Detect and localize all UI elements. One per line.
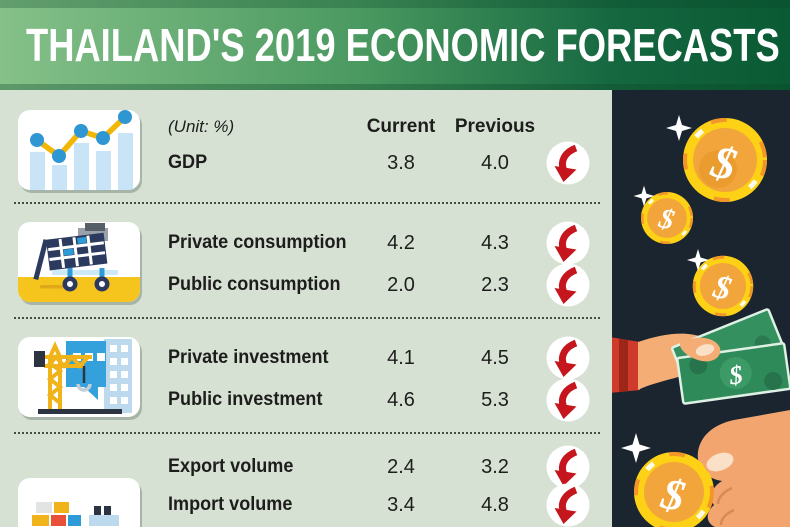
current-value: 3.8 bbox=[387, 151, 415, 174]
cargo-ship-icon bbox=[32, 502, 119, 526]
previous-value: 4.8 bbox=[481, 493, 509, 516]
money-illustration: $ $ $ bbox=[612, 115, 790, 527]
row-label: Export volume bbox=[168, 456, 294, 477]
construction-crane-icon bbox=[34, 339, 132, 414]
gold-coin-icon: $ bbox=[683, 118, 767, 202]
current-value: 4.6 bbox=[387, 388, 415, 411]
sparkle-icon bbox=[666, 115, 692, 141]
previous-value: 4.5 bbox=[481, 346, 509, 369]
previous-value: 3.2 bbox=[481, 455, 509, 478]
table-header-row: (Unit: %) Current Previous bbox=[0, 106, 612, 148]
gold-coin-icon: $ bbox=[640, 191, 694, 245]
hand-holding-coin-icon: $ bbox=[621, 410, 790, 527]
gold-coin-icon: $ bbox=[634, 452, 714, 527]
trend-down-icon bbox=[546, 221, 590, 265]
row-label: Import volume bbox=[168, 494, 293, 515]
sparkle-icon bbox=[633, 185, 655, 207]
column-header-previous: Previous bbox=[454, 116, 536, 137]
table-row: GDP 3.8 4.0 bbox=[0, 142, 612, 184]
line-chart-icon bbox=[30, 110, 133, 190]
row-label: GDP bbox=[168, 152, 208, 173]
current-value: 2.4 bbox=[387, 455, 415, 478]
table-row: Import volume 3.4 4.8 bbox=[0, 484, 612, 526]
section-card-investment bbox=[18, 337, 140, 417]
previous-value: 2.3 bbox=[481, 273, 509, 296]
trend-down-icon bbox=[546, 141, 590, 185]
row-label: Private consumption bbox=[168, 232, 347, 253]
dotted-divider bbox=[14, 432, 600, 434]
previous-value: 4.3 bbox=[481, 231, 509, 254]
section-card-trade bbox=[18, 478, 140, 527]
header-banner: THAILAND'S 2019 ECONOMIC FORECASTS bbox=[0, 0, 790, 90]
table-row: Public investment 4.6 5.3 bbox=[0, 379, 612, 421]
trend-down-icon bbox=[546, 336, 590, 380]
unit-label: (Unit: %) bbox=[168, 117, 235, 136]
sparkle-icon bbox=[621, 433, 651, 463]
previous-value: 5.3 bbox=[481, 388, 509, 411]
forecast-table: (Unit: %) Current Previous GDP 3.8 4.0 bbox=[0, 90, 612, 527]
trend-down-icon bbox=[546, 378, 590, 422]
table-row: Public consumption 2.0 2.3 bbox=[0, 264, 612, 306]
dotted-divider bbox=[14, 317, 600, 319]
trend-down-icon bbox=[546, 483, 590, 527]
dotted-divider bbox=[14, 202, 600, 204]
hand-giving-banknotes-icon: $ bbox=[612, 308, 790, 405]
row-label: Public investment bbox=[168, 389, 323, 410]
illustration-panel: $ $ $ bbox=[612, 90, 790, 527]
row-label: Private investment bbox=[168, 347, 329, 368]
table-row: Private consumption 4.2 4.3 bbox=[0, 222, 612, 264]
section-card-gdp bbox=[18, 110, 140, 190]
table-row: Export volume 2.4 3.2 bbox=[0, 446, 612, 488]
current-value: 2.0 bbox=[387, 273, 415, 296]
column-header-current: Current bbox=[366, 116, 436, 137]
table-row: Private investment 4.1 4.5 bbox=[0, 337, 612, 379]
row-label: Public consumption bbox=[168, 274, 341, 295]
previous-value: 4.0 bbox=[481, 151, 509, 174]
shopping-cart-icon bbox=[18, 223, 140, 302]
current-value: 4.1 bbox=[387, 346, 415, 369]
current-value: 4.2 bbox=[387, 231, 415, 254]
section-card-consumption bbox=[18, 222, 140, 302]
page-title: THAILAND'S 2019 ECONOMIC FORECASTS bbox=[26, 19, 780, 71]
sparkle-icon bbox=[686, 248, 710, 272]
svg-text:$: $ bbox=[727, 360, 745, 391]
current-value: 3.4 bbox=[387, 493, 415, 516]
gold-coin-icon: $ bbox=[692, 255, 754, 317]
trend-down-icon bbox=[546, 263, 590, 307]
